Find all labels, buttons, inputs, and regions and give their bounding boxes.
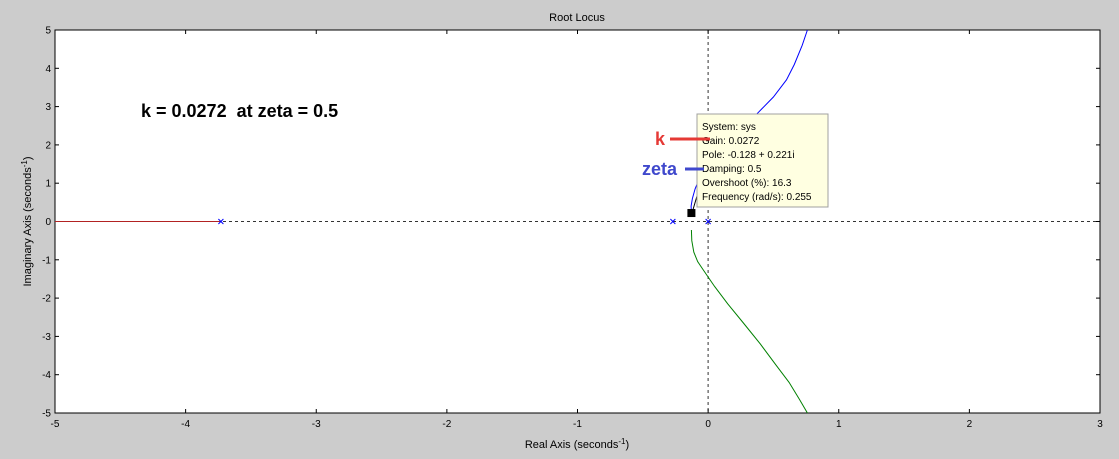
datatip-line: System: sys — [702, 122, 756, 133]
callout-zeta: zeta — [642, 159, 704, 179]
datatip-line: Overshoot (%): 16.3 — [702, 178, 792, 189]
y-tick-label: -3 — [42, 332, 51, 343]
datatip-box — [696, 113, 829, 208]
datatip-line: Gain: 0.0272 — [702, 136, 760, 147]
x-tick-label: 0 — [705, 419, 711, 430]
x-tick-label: 2 — [967, 419, 973, 430]
datatip[interactable]: System: sys Gain: 0.0272 Pole: -0.128 + … — [691, 113, 829, 214]
pole-marker — [670, 218, 676, 225]
callout-k-label: k — [655, 129, 666, 149]
y-axis-label-text: Imaginary Axis (seconds — [22, 167, 34, 287]
x-tick-label: -2 — [442, 419, 451, 430]
x-tick-label: -1 — [573, 419, 582, 430]
pole-marker — [705, 218, 711, 225]
y-tick-label: -4 — [42, 370, 51, 381]
callout-zeta-label: zeta — [642, 159, 678, 179]
x-tick-label: -4 — [181, 419, 190, 430]
x-tick-label: -3 — [312, 419, 321, 430]
datatip-line: Pole: -0.128 + 0.221i — [702, 150, 795, 161]
x-axis-label-sup: -1 — [618, 437, 626, 446]
selected-pole-marker[interactable] — [687, 209, 696, 218]
open-loop-poles — [218, 218, 711, 225]
x-axis-label-text: Real Axis (seconds — [525, 439, 619, 451]
y-tick-label: -2 — [42, 294, 51, 305]
y-tick-label: 3 — [45, 102, 51, 113]
locus-branch-2 — [690, 229, 808, 414]
y-tick-label: 1 — [45, 179, 51, 190]
chart-title: Root Locus — [549, 12, 605, 24]
x-tick-label: -5 — [51, 419, 60, 430]
datatip-line: Frequency (rad/s): 0.255 — [702, 192, 812, 203]
y-axis-label-end: ) — [22, 156, 34, 160]
y-tick-label: -5 — [42, 409, 51, 420]
plot-area[interactable]: -5 -4 -3 -2 -1 0 1 2 3 -5 -4 -3 -2 -1 0 1 2 3 4 5 — [42, 26, 1103, 431]
callout-k: k — [655, 129, 710, 149]
y-axis-label-sup: -1 — [20, 160, 29, 168]
y-tick-label: 5 — [45, 26, 51, 37]
y-tick-label: -1 — [42, 255, 51, 266]
y-tick-label: 2 — [45, 140, 51, 151]
y-axis-label: Imaginary Axis (seconds-1) — [20, 156, 34, 286]
pole-marker — [218, 218, 224, 225]
svg-text:Imaginary Axis (seconds-1): Imaginary Axis (seconds-1) — [20, 156, 34, 286]
x-axis-label: Real Axis (seconds-1) — [525, 437, 629, 451]
x-tick-label: 3 — [1097, 419, 1103, 430]
datatip-line: Damping: 0.5 — [702, 164, 762, 175]
gain-annotation: k = 0.0272 at zeta = 0.5 — [141, 101, 338, 121]
y-tick-label: 0 — [45, 217, 51, 228]
x-axis-label-end: ) — [626, 439, 630, 451]
x-tick-label: 1 — [836, 419, 842, 430]
y-tick-label: 4 — [45, 64, 51, 75]
y-axis-ticks: -5 -4 -3 -2 -1 0 1 2 3 4 5 — [42, 26, 1100, 420]
svg-text:Real Axis (seconds-1): Real Axis (seconds-1) — [525, 437, 629, 451]
x-axis-ticks: -5 -4 -3 -2 -1 0 1 2 3 — [51, 30, 1103, 430]
datatip-leader — [691, 195, 698, 214]
